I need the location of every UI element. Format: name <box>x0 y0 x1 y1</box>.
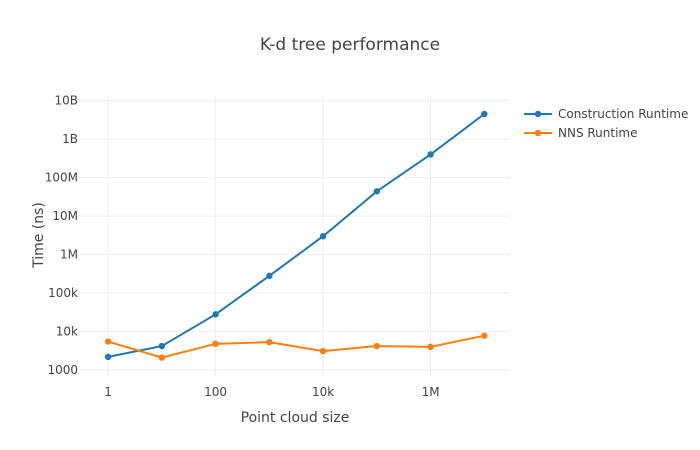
series-construction-runtime[interactable] <box>104 110 488 361</box>
legend-label: Construction Runtime <box>558 107 688 121</box>
data-point[interactable] <box>158 342 166 350</box>
data-point[interactable] <box>319 233 327 240</box>
data-point[interactable] <box>481 332 488 339</box>
y-tick-label: 1M <box>60 248 78 262</box>
y-axis-title: Time (ns) <box>31 202 47 269</box>
y-tick-label: 10B <box>54 94 78 108</box>
x-tick-label: 100 <box>204 385 227 399</box>
legend-item[interactable]: Construction Runtime <box>524 107 688 121</box>
data-point[interactable] <box>158 354 166 361</box>
x-tick-label: 1 <box>104 385 112 399</box>
chart-title: K-d tree performance <box>260 35 440 55</box>
legend-item[interactable]: NNS Runtime <box>524 126 638 140</box>
x-tick-label: 1M <box>422 385 440 399</box>
data-point[interactable] <box>104 338 112 345</box>
series-nns-runtime[interactable] <box>104 332 488 361</box>
data-point[interactable] <box>427 151 434 158</box>
x-tick-label: 10k <box>312 385 334 399</box>
grid-layer <box>80 95 510 376</box>
legend-marker-swatch <box>534 110 542 118</box>
series-line <box>107 113 485 358</box>
y-tick-label: 100k <box>48 286 78 300</box>
data-point[interactable] <box>319 347 327 355</box>
legend-marker-swatch <box>534 129 542 137</box>
tick-layer: 1000 10k 100k 1M 10M 100M 1B 10B 1 100 10k 1M <box>45 94 440 399</box>
data-point[interactable] <box>212 311 219 318</box>
y-tick-label: 10k <box>56 325 78 339</box>
y-tick-label: 1000 <box>47 363 78 377</box>
data-point[interactable] <box>373 188 381 195</box>
series-layer <box>104 110 488 361</box>
y-tick-label: 1B <box>62 132 78 146</box>
data-point[interactable] <box>212 340 219 348</box>
data-point[interactable] <box>373 342 381 350</box>
data-point[interactable] <box>266 338 273 346</box>
data-point[interactable] <box>266 272 273 280</box>
legend[interactable]: Construction Runtime NNS Runtime <box>524 107 688 140</box>
x-axis-title: Point cloud size <box>241 410 350 426</box>
data-point[interactable] <box>104 353 112 361</box>
y-tick-label: 10M <box>52 209 78 223</box>
data-point[interactable] <box>427 343 434 351</box>
y-tick-label: 100M <box>45 171 78 185</box>
series-line <box>107 334 485 359</box>
data-point[interactable] <box>481 110 488 118</box>
legend-label: NNS Runtime <box>558 126 638 140</box>
